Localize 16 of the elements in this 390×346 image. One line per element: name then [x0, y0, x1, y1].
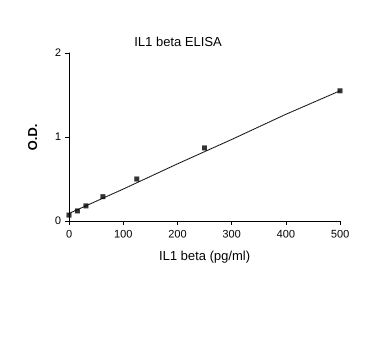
- x-tick-label: 200: [168, 228, 187, 240]
- y-tick-label: 0: [54, 215, 61, 227]
- y-tick-label: 2: [54, 47, 61, 59]
- point: [66, 212, 72, 218]
- x-tick-label: 300: [222, 228, 241, 240]
- y-tick-label: 1: [54, 131, 61, 143]
- x-tick-label: 400: [276, 228, 295, 240]
- point: [202, 145, 207, 150]
- point: [134, 176, 140, 182]
- x-axis-title: IL1 beta (pg/ml): [158, 248, 250, 263]
- x-tick-label: 0: [66, 228, 72, 240]
- y-axis-title: O.D.: [25, 124, 40, 150]
- point: [338, 88, 342, 94]
- x-tick-label: 500: [330, 228, 350, 240]
- x-tick-label: 100: [114, 228, 132, 240]
- chart-title: IL1 beta ELISA: [134, 34, 222, 49]
